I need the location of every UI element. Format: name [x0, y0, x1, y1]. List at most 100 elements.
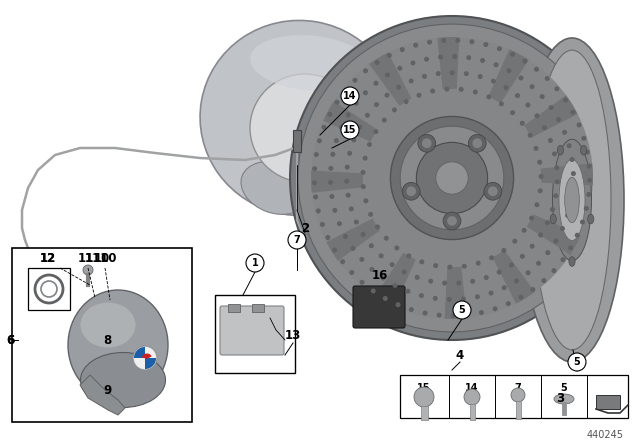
Circle shape [538, 233, 543, 237]
Circle shape [400, 47, 404, 52]
Circle shape [447, 297, 452, 302]
Circle shape [334, 138, 339, 143]
Circle shape [368, 212, 373, 217]
Circle shape [451, 313, 456, 318]
Circle shape [320, 222, 325, 227]
Circle shape [568, 246, 573, 250]
Circle shape [587, 164, 592, 168]
Circle shape [464, 71, 469, 76]
Wedge shape [492, 250, 535, 304]
Wedge shape [488, 49, 529, 103]
Circle shape [453, 301, 471, 319]
Circle shape [581, 136, 586, 141]
Circle shape [364, 198, 369, 203]
Circle shape [353, 78, 358, 83]
Circle shape [468, 134, 486, 152]
Circle shape [534, 67, 539, 72]
Circle shape [351, 246, 355, 251]
Text: 5: 5 [561, 383, 568, 393]
Wedge shape [145, 358, 156, 369]
Circle shape [374, 102, 379, 107]
Circle shape [506, 68, 511, 73]
Circle shape [354, 101, 358, 106]
Circle shape [540, 94, 545, 99]
Circle shape [341, 87, 359, 105]
Circle shape [328, 112, 332, 117]
Circle shape [569, 199, 573, 204]
Circle shape [545, 220, 550, 225]
Circle shape [422, 310, 428, 315]
Circle shape [577, 122, 582, 127]
Circle shape [316, 208, 321, 213]
Circle shape [371, 289, 376, 293]
Circle shape [298, 24, 606, 332]
Circle shape [525, 103, 531, 108]
Circle shape [552, 151, 557, 156]
Circle shape [552, 268, 556, 273]
Circle shape [428, 279, 433, 284]
Circle shape [466, 55, 471, 60]
Circle shape [483, 42, 488, 47]
FancyBboxPatch shape [596, 395, 620, 409]
Text: 3: 3 [556, 392, 564, 405]
Circle shape [290, 16, 614, 340]
Circle shape [488, 291, 493, 296]
Circle shape [325, 235, 330, 240]
Circle shape [413, 43, 418, 47]
Wedge shape [142, 353, 152, 359]
FancyBboxPatch shape [28, 268, 70, 310]
Circle shape [337, 221, 342, 226]
Circle shape [83, 265, 93, 275]
Circle shape [332, 208, 337, 213]
Ellipse shape [552, 139, 591, 261]
Circle shape [328, 180, 333, 185]
Circle shape [396, 85, 401, 90]
Circle shape [447, 265, 452, 270]
Circle shape [560, 226, 565, 231]
Circle shape [346, 193, 351, 198]
Ellipse shape [550, 214, 556, 224]
Circle shape [335, 100, 340, 105]
Circle shape [465, 312, 470, 317]
Text: 1110: 1110 [84, 251, 117, 264]
Circle shape [332, 247, 337, 253]
Circle shape [515, 93, 520, 98]
Circle shape [417, 142, 488, 214]
Circle shape [554, 86, 559, 91]
Circle shape [525, 270, 531, 275]
Circle shape [539, 174, 543, 179]
Circle shape [346, 112, 351, 117]
Circle shape [509, 263, 514, 267]
Circle shape [351, 138, 356, 142]
Circle shape [341, 121, 359, 139]
Circle shape [415, 275, 420, 280]
Circle shape [585, 150, 589, 155]
Circle shape [381, 276, 385, 280]
Circle shape [484, 182, 502, 200]
FancyBboxPatch shape [12, 248, 192, 422]
Circle shape [390, 116, 513, 240]
FancyBboxPatch shape [215, 295, 295, 373]
Circle shape [530, 84, 534, 89]
Circle shape [510, 52, 515, 57]
FancyBboxPatch shape [515, 401, 520, 419]
Circle shape [311, 37, 593, 319]
Circle shape [580, 220, 585, 224]
Circle shape [387, 53, 392, 58]
Circle shape [442, 280, 447, 285]
Ellipse shape [588, 214, 594, 224]
Circle shape [330, 152, 335, 157]
Circle shape [472, 138, 482, 148]
Text: 12: 12 [40, 251, 56, 264]
Circle shape [361, 184, 366, 189]
Text: 5: 5 [459, 305, 465, 315]
Circle shape [470, 279, 475, 284]
Circle shape [488, 186, 498, 196]
Circle shape [409, 78, 413, 83]
Circle shape [455, 38, 460, 43]
Circle shape [382, 117, 387, 123]
Circle shape [363, 155, 367, 161]
Circle shape [502, 285, 507, 290]
Circle shape [410, 60, 415, 65]
Text: 16: 16 [372, 268, 388, 281]
